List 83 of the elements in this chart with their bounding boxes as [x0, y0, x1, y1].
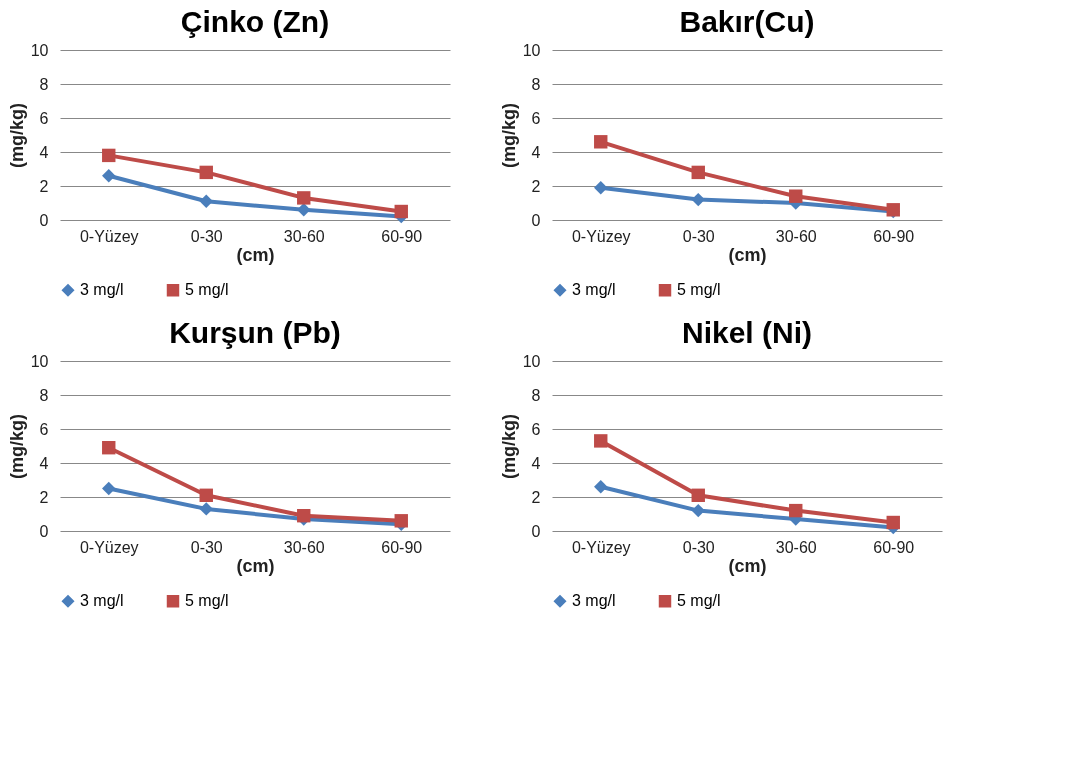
y-tick-label: 8	[39, 386, 49, 404]
y-tick-label: 4	[39, 143, 49, 161]
y-axis-title: (mg/kg)	[6, 414, 27, 479]
y-tick-label: 10	[30, 352, 49, 370]
point	[691, 488, 705, 503]
y-tick-label: 0	[39, 211, 49, 229]
x-tick-label: 30-60	[775, 227, 817, 245]
legend-label: 5 mg/l	[677, 281, 721, 299]
y-tick-label: 8	[531, 75, 541, 93]
legend-label: 3 mg/l	[572, 592, 616, 610]
x-axis-title: (cm)	[236, 244, 275, 265]
y-tick-label: 6	[39, 420, 49, 438]
point	[102, 169, 116, 183]
y-tick-label: 2	[39, 177, 49, 195]
x-tick-label: 60-90	[381, 538, 423, 556]
point	[297, 203, 311, 217]
x-tick-label: 0-Yüzey	[571, 227, 631, 245]
y-tick-label: 2	[531, 177, 541, 195]
point	[691, 503, 705, 518]
point	[594, 135, 608, 149]
point	[102, 148, 116, 163]
point	[199, 502, 213, 516]
y-tick-label: 4	[39, 454, 49, 472]
x-tick-label: 60-90	[873, 538, 915, 556]
y-axis-title: (mg/kg)	[498, 414, 519, 479]
point	[594, 434, 608, 448]
point	[394, 204, 408, 219]
point	[297, 508, 311, 523]
legend-label: 3 mg/l	[572, 281, 616, 299]
y-tick-label: 0	[39, 522, 49, 540]
point	[199, 488, 213, 503]
legend-label: 5 mg/l	[677, 592, 721, 610]
y-tick-label: 10	[30, 41, 49, 59]
x-tick-label: 30-60	[283, 227, 325, 245]
x-tick-label: 0-Yüzey	[79, 227, 139, 245]
x-tick-label: 0-30	[190, 538, 223, 556]
chart-title: Bakır(Cu)	[679, 5, 815, 38]
y-tick-label: 4	[531, 454, 541, 472]
point	[297, 191, 311, 205]
point	[102, 481, 116, 496]
y-tick-label: 10	[522, 352, 541, 370]
point	[102, 440, 116, 455]
y-tick-label: 2	[531, 488, 541, 506]
y-tick-label: 8	[39, 75, 49, 93]
y-tick-label: 0	[531, 522, 541, 540]
x-axis-title: (cm)	[728, 244, 767, 265]
legend-label: 3 mg/l	[80, 281, 124, 299]
x-tick-label: 30-60	[283, 538, 325, 556]
y-axis-title: (mg/kg)	[6, 103, 27, 168]
point	[199, 165, 213, 180]
chart-title: Kurşun (Pb)	[169, 316, 341, 349]
y-tick-label: 2	[39, 488, 49, 506]
y-tick-label: 6	[39, 109, 49, 127]
point	[789, 503, 803, 518]
x-tick-label: 0-Yüzey	[571, 538, 631, 556]
point	[691, 192, 705, 207]
x-tick-label: 60-90	[381, 227, 423, 245]
point	[594, 180, 608, 195]
x-tick-label: 0-30	[682, 538, 715, 556]
y-tick-label: 0	[531, 211, 541, 229]
y-tick-label: 6	[531, 109, 541, 127]
y-tick-label: 6	[531, 420, 541, 438]
point	[199, 194, 213, 209]
y-tick-label: 8	[531, 386, 541, 404]
x-tick-label: 0-30	[682, 227, 715, 245]
x-axis-title: (cm)	[728, 555, 767, 576]
legend-label: 3 mg/l	[80, 592, 124, 610]
x-axis-title: (cm)	[236, 555, 275, 576]
y-tick-label: 10	[522, 41, 541, 59]
y-axis-title: (mg/kg)	[498, 103, 519, 168]
point	[594, 480, 608, 494]
legend-label: 5 mg/l	[185, 281, 229, 299]
y-tick-label: 4	[531, 143, 541, 161]
x-tick-label: 0-Yüzey	[79, 538, 139, 556]
chart-title: Çinko (Zn)	[180, 5, 330, 38]
x-tick-label: 30-60	[775, 538, 817, 556]
chart-title: Nikel (Ni)	[681, 316, 813, 349]
x-tick-label: 60-90	[873, 227, 915, 245]
point	[789, 189, 803, 203]
point	[691, 165, 705, 180]
legend-label: 5 mg/l	[185, 592, 229, 610]
x-tick-label: 0-30	[190, 227, 223, 245]
point	[886, 515, 900, 530]
